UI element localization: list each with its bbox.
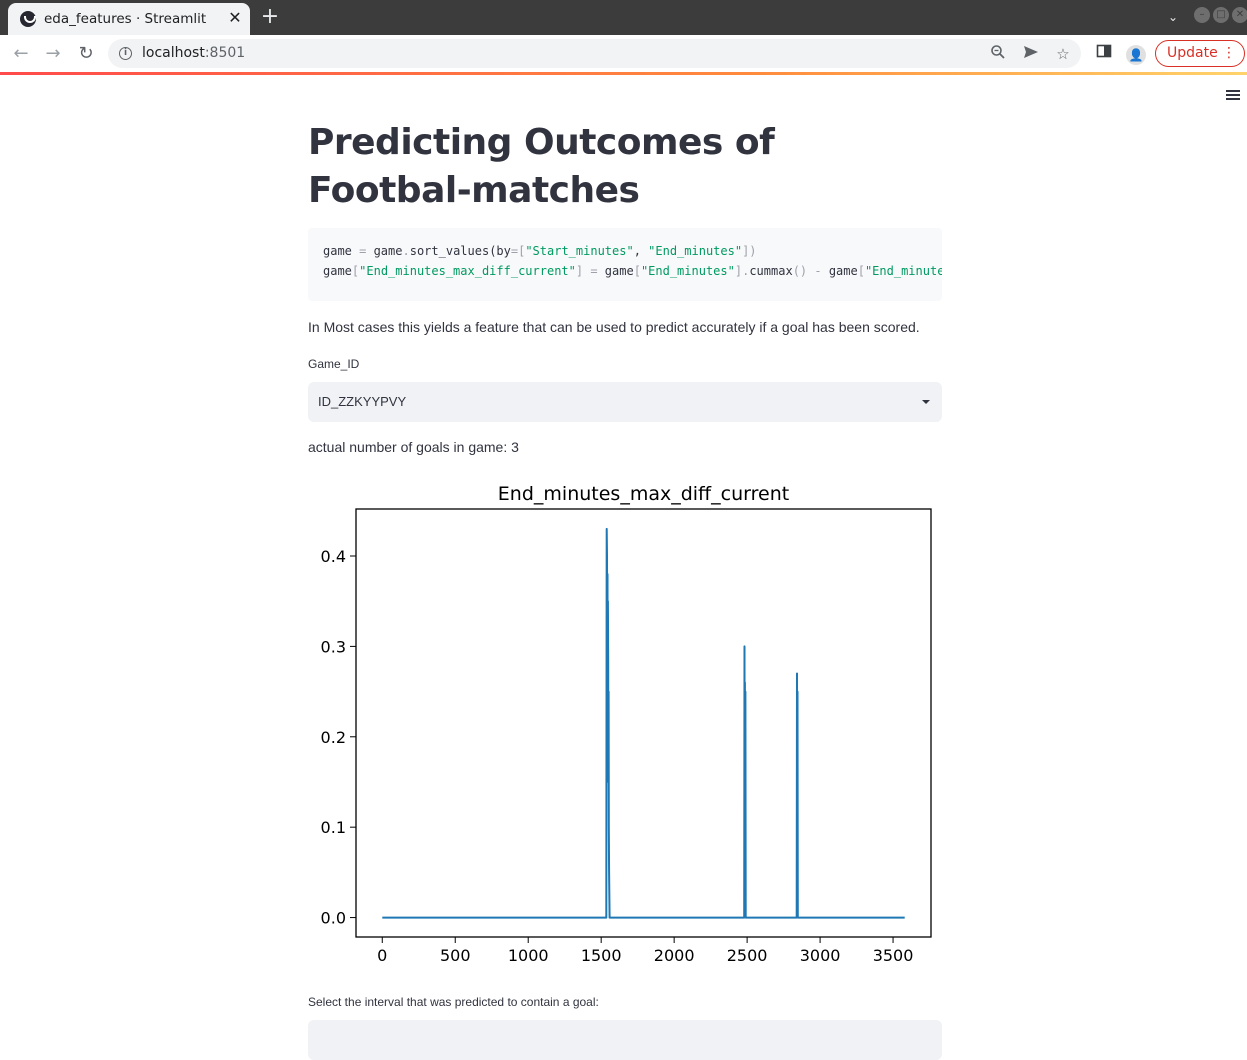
code-token: "Start_minutes" [525, 244, 634, 258]
code-token: game [828, 264, 858, 278]
x-tick-label: 2500 [727, 946, 768, 965]
code-line-1: game = game.sort_values(by=["Start_minut… [323, 244, 757, 258]
code-token: game [366, 244, 403, 258]
plot-area-frame [355, 508, 932, 938]
back-arrow-icon[interactable]: ← [13, 43, 29, 64]
tab-title: eda_features · Streamlit [44, 11, 207, 27]
x-tick-label: 2000 [654, 946, 695, 965]
zoom-icon[interactable] [988, 44, 1008, 64]
code-token: = [359, 244, 367, 258]
code-token: =[ [510, 244, 526, 258]
code-token: () - [792, 264, 829, 278]
code-token: sort_values(by [409, 244, 511, 258]
code-token: game [323, 244, 360, 258]
code-token: , [633, 244, 649, 258]
y-tick-label: 0.1 [321, 818, 346, 837]
update-label: Update [1167, 45, 1218, 61]
caret-down-icon [922, 400, 930, 404]
code-token: game [597, 264, 634, 278]
send-tab-icon[interactable] [1021, 44, 1041, 64]
bookmark-star-icon[interactable]: ☆ [1056, 45, 1070, 63]
url-port: :8501 [204, 45, 246, 61]
x-tick-label: 3500 [873, 946, 914, 965]
code-token: ] [734, 264, 743, 278]
line-chart: End_minutes_max_diff_current 0 500 1000 1500… [321, 483, 932, 965]
browser-tab[interactable]: eda_features · Streamlit ✕ [8, 3, 250, 35]
code-token: ]) [742, 244, 757, 258]
y-tick-label: 0.3 [321, 637, 346, 656]
window-close-button[interactable]: ✕ [1232, 7, 1247, 23]
game-id-selected-value: ID_ZZKYYPVY [318, 394, 407, 409]
x-tick-label: 3000 [800, 946, 841, 965]
x-tick-label: 1000 [508, 946, 549, 965]
side-panel-icon[interactable] [1093, 43, 1115, 65]
code-token: ] [575, 264, 591, 278]
site-info-icon[interactable]: i [119, 47, 132, 60]
browser-toolbar: ← → ↻ i localhost:8501 ☆ 👤 Update ⋮ [0, 35, 1247, 73]
code-token: "End_minutes" [648, 244, 743, 258]
code-line-2: game["End_minutes_max_diff_current"] = g… [323, 264, 942, 278]
code-token: . [742, 264, 750, 278]
page-loading-bar [0, 72, 1247, 75]
more-menu-icon[interactable]: ⋮ [1222, 45, 1236, 61]
description-text: In Most cases this yields a feature that… [308, 319, 920, 335]
reload-icon[interactable]: ↻ [78, 43, 94, 64]
x-tick-label: 0 [377, 946, 387, 965]
chart-title: End_minutes_max_diff_current [498, 483, 789, 505]
code-token: [ [633, 264, 641, 278]
code-token: cummax [749, 264, 793, 278]
forward-arrow-icon[interactable]: → [45, 43, 61, 64]
y-tick-label: 0.0 [321, 909, 346, 928]
code-token: "End_minutes_max_diff_current" [359, 264, 576, 278]
url-host: localhost [142, 45, 205, 61]
window-minimize-button[interactable]: – [1194, 7, 1210, 23]
code-token: "End_minutes" [640, 264, 735, 278]
page-title: Predicting Outcomes of Footbal-matches [308, 122, 775, 211]
profile-avatar-icon[interactable]: 👤 [1125, 43, 1147, 65]
series-line [382, 527, 905, 919]
new-tab-icon[interactable]: + [260, 4, 280, 29]
goals-count-text: actual number of goals in game: 3 [308, 439, 519, 455]
code-token: [ [857, 264, 865, 278]
browser-tab-bar: eda_features · Streamlit ✕ + ⌄ – □ ✕ [0, 0, 1247, 35]
interval-select-label: Select the interval that was predicted t… [308, 995, 599, 1009]
code-token: "End_minutes" [864, 264, 942, 278]
y-tick-label: 0.4 [321, 547, 346, 566]
game-id-select[interactable]: ID_ZZKYYPVY [308, 382, 942, 422]
code-block: game = game.sort_values(by=["Start_minut… [308, 228, 942, 301]
game-id-label: Game_ID [308, 357, 360, 371]
tab-search-chevron-icon[interactable]: ⌄ [1167, 10, 1179, 24]
x-tick-label: 1500 [581, 946, 622, 965]
code-token: = [590, 264, 598, 278]
code-token: . [402, 244, 410, 258]
tab-close-icon[interactable]: ✕ [228, 8, 242, 27]
code-token: [ [351, 264, 360, 278]
streamlit-favicon-icon [20, 11, 36, 27]
window-maximize-button[interactable]: □ [1213, 7, 1229, 23]
url-text[interactable]: localhost:8501 [142, 45, 245, 61]
address-bar[interactable]: i localhost:8501 ☆ [108, 39, 1081, 68]
interval-select[interactable] [308, 1020, 942, 1060]
update-button[interactable]: Update ⋮ [1155, 40, 1245, 67]
code-token: game [323, 264, 352, 278]
main-menu-icon[interactable] [1224, 88, 1242, 104]
y-tick-label: 0.2 [321, 728, 346, 747]
x-tick-label: 500 [440, 946, 471, 965]
